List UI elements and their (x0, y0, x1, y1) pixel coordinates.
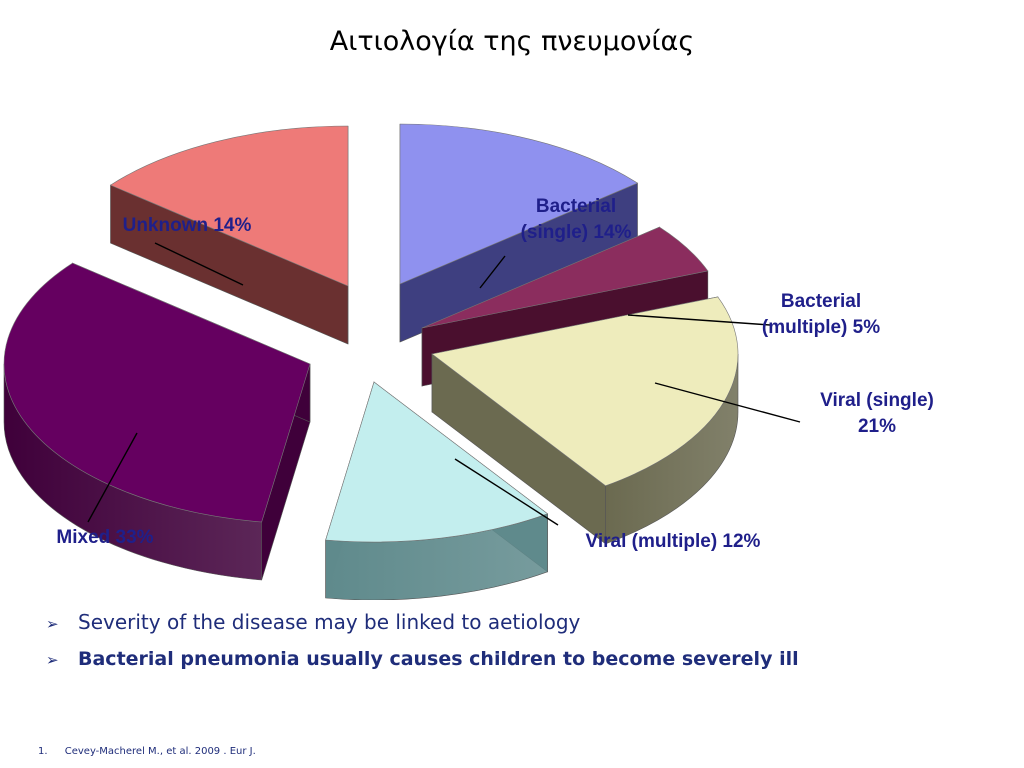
slice-label-line: 21% (858, 416, 896, 437)
bullet-list: ➢ Severity of the disease may be linked … (46, 610, 1006, 686)
slice-label: Unknown 14% (123, 215, 252, 236)
pie-slice-viral-multiple (325, 381, 549, 600)
slice-label-line: Viral (multiple) 12% (586, 531, 761, 552)
footnote: 1. Cevey-Macherel M., et al. 2009 . Eur … (38, 746, 270, 757)
slice-top (325, 381, 549, 543)
footnote-text: Cevey-Macherel M., et al. 2009 . Eur J. (64, 746, 256, 757)
slice-label: Viral (multiple) 12% (586, 531, 761, 552)
leader-line (627, 314, 771, 326)
slice-label-line: Viral (single) (820, 390, 934, 411)
bullet-item: ➢ Severity of the disease may be linked … (46, 610, 1006, 648)
slice-label: Mixed 33% (56, 527, 153, 548)
arrow-bullet-icon: ➢ (46, 651, 59, 669)
bullet-text: Bacterial pneumonia usually causes child… (78, 648, 799, 670)
pie-chart: Bacterial (single) 14% Bacterial (multiple)… (3, 123, 934, 600)
slice-top (421, 226, 709, 329)
leader-line (154, 242, 244, 286)
arrow-bullet-icon: ➢ (46, 615, 59, 633)
slice-label: Bacterial (multiple) 5% (762, 291, 880, 338)
slice-label-line: Bacterial (536, 196, 616, 217)
leader-line (479, 255, 506, 289)
leader-line (654, 382, 801, 423)
bullet-text: Severity of the disease may be linked to… (78, 610, 581, 634)
slice-label-line: Mixed 33% (56, 527, 153, 548)
slice-top (3, 262, 311, 523)
slice-label-line: Bacterial (781, 291, 861, 312)
bullet-item: ➢ Bacterial pneumonia usually causes chi… (46, 648, 1006, 686)
footnote-number: 1. (38, 746, 48, 757)
slice-top (109, 125, 349, 287)
slice-top (399, 123, 639, 285)
pie-slice-viral-single (431, 296, 739, 545)
pie-slice-unknown (109, 125, 349, 345)
slice-label-line: (multiple) 5% (762, 317, 880, 338)
slice-label-line: Unknown 14% (123, 215, 252, 236)
slice-label: Viral (single) 21% (820, 390, 934, 437)
pie-slice-mixed (3, 262, 311, 581)
slice-label-line: (single) 14% (521, 222, 632, 243)
leader-line (87, 432, 138, 523)
leader-line (454, 458, 559, 526)
slice-label: Bacterial (single) 14% (521, 196, 632, 243)
slide-title: Αιτιολογία της πνευμονίας (329, 26, 695, 57)
